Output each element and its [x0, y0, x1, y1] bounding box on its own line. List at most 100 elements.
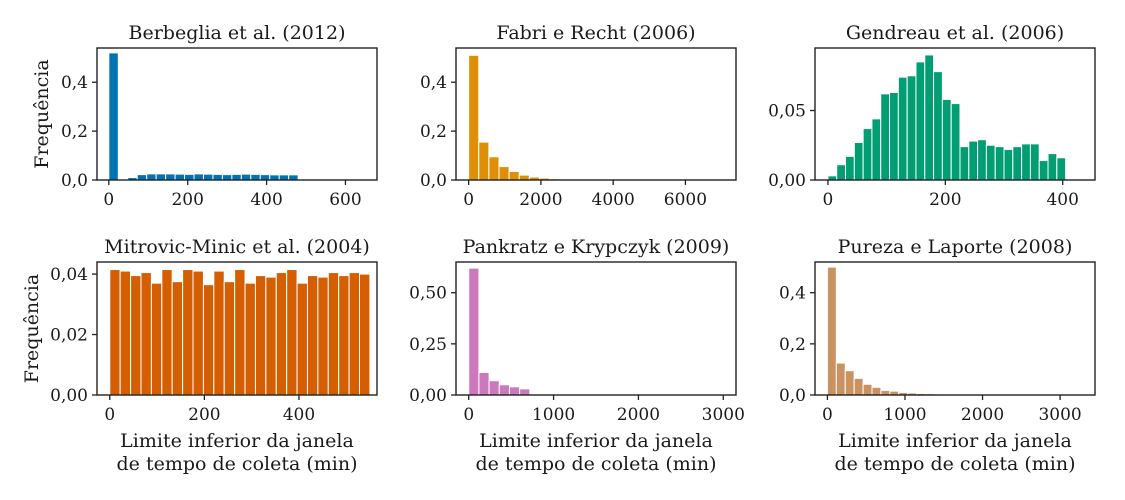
- y-tick-label: 0,00: [768, 171, 806, 191]
- x-axis-label: Limite inferior da janela de tempo de col…: [476, 430, 717, 475]
- y-tick-label: 0,04: [50, 265, 88, 285]
- histogram-bar: [968, 140, 979, 181]
- x-tick-label: 1000: [532, 405, 575, 425]
- histogram-bar: [165, 173, 176, 181]
- histogram-bar: [1047, 153, 1058, 181]
- histogram-bar: [171, 281, 184, 396]
- histogram-bar: [1029, 143, 1040, 181]
- histogram-bar: [119, 270, 132, 396]
- y-tick-label: 0,25: [409, 335, 447, 355]
- histogram-bar: [478, 141, 490, 181]
- y-tick-label: 0,05: [768, 102, 806, 122]
- x-tick-label: 0: [463, 190, 474, 210]
- x-axis-label: Limite inferior da janela de tempo de col…: [117, 430, 358, 475]
- histogram-bar: [140, 272, 152, 396]
- x-axis-label: Limite inferior da janela de tempo de col…: [835, 430, 1076, 475]
- histogram-bar: [213, 270, 225, 396]
- x-tick-label: 2000: [617, 405, 660, 425]
- histogram-bar: [498, 166, 510, 181]
- histogram-bar: [853, 377, 864, 396]
- histogram-bar: [862, 383, 873, 396]
- histogram-bar: [468, 267, 480, 396]
- histogram-bar: [359, 273, 371, 396]
- histogram-bar: [897, 76, 908, 181]
- subplot-title: Gendreau et al. (2006): [846, 22, 1064, 44]
- x-tick-label: 2000: [519, 190, 562, 210]
- x-tick-label: 4000: [592, 190, 635, 210]
- subplot-3: 0 200 400 0,00 0,05 Gendreau et al. (2006): [768, 22, 1096, 210]
- x-tick-label: 0: [822, 405, 833, 425]
- y-tick-label: 0,0: [61, 171, 88, 191]
- histogram-bar: [202, 284, 215, 396]
- y-tick-label: 0,2: [61, 122, 88, 142]
- histogram-bar: [136, 174, 148, 181]
- subplot-2: 0 2000 4000 6000 0,0 0,2 0,4 Fabri e Recht (200…: [420, 22, 737, 210]
- y-tick-label: 0,4: [779, 284, 806, 304]
- y-tick-label: 0,4: [420, 73, 447, 93]
- x-tick-label: 400: [283, 405, 315, 425]
- histogram-bar: [338, 275, 350, 396]
- histogram-bar: [977, 139, 987, 181]
- axes-frame: [814, 261, 1096, 396]
- histogram-bar: [275, 272, 288, 396]
- axes-frame: [455, 261, 737, 396]
- histogram-bar: [212, 173, 223, 181]
- histogram-bar: [278, 174, 290, 181]
- x-tick-label: 200: [171, 190, 203, 210]
- x-tick-label: 0: [103, 190, 114, 210]
- x-tick-label: 3000: [702, 405, 745, 425]
- histogram-bar: [317, 276, 329, 396]
- axes-frame: [96, 47, 378, 181]
- histogram-bar: [826, 266, 837, 396]
- y-tick-label: 0,02: [50, 326, 88, 346]
- histogram-bar: [853, 141, 864, 181]
- histogram-bar: [161, 269, 173, 396]
- subplot-title: Mitrovic-Minic et al. (2004): [104, 236, 370, 258]
- histogram-bar: [150, 282, 163, 396]
- histogram-bar: [244, 282, 256, 396]
- histogram-bar: [508, 170, 520, 181]
- histogram-bar: [146, 173, 157, 181]
- x-tick-label: 200: [188, 405, 220, 425]
- histogram-bar: [862, 128, 873, 181]
- x-tick-label: 2000: [961, 405, 1004, 425]
- histogram-bar: [519, 388, 531, 396]
- histogram-bar: [250, 173, 261, 181]
- y-tick-label: 0,00: [50, 386, 88, 406]
- x-tick-label: 1000: [883, 405, 926, 425]
- histogram-bar: [1056, 157, 1067, 181]
- histogram-bar: [259, 174, 271, 181]
- histogram-bar: [518, 174, 530, 181]
- histogram-bar: [871, 386, 882, 396]
- subplot-4: 0 200 400 0,00 0,02 0,04 Mitrovic-Minic et al.…: [21, 236, 378, 475]
- histogram-bar: [155, 173, 167, 181]
- histogram-bar: [231, 173, 242, 181]
- histogram-bar: [327, 272, 340, 396]
- y-tick-label: 0,2: [779, 335, 806, 355]
- histogram-bar: [265, 276, 277, 396]
- histogram-bar: [182, 269, 194, 396]
- axes-frame: [814, 47, 1096, 181]
- x-tick-label: 200: [929, 190, 961, 210]
- histogram-bar: [288, 174, 299, 181]
- y-axis-label: Frequência: [21, 274, 43, 383]
- histogram-bar: [286, 269, 298, 396]
- y-tick-label: 0,50: [409, 284, 447, 304]
- histogram-bar: [202, 173, 214, 181]
- subplot-1: 0 200 400 600 0,0 0,2 0,4 Berbeglia et al. (201…: [31, 22, 378, 210]
- histogram-bar: [488, 380, 500, 396]
- histogram-bar: [1021, 143, 1031, 181]
- y-tick-label: 0,2: [420, 122, 447, 142]
- histogram-bar: [1012, 146, 1023, 181]
- y-tick-label: 0,4: [61, 73, 88, 93]
- y-tick-label: 0,0: [420, 171, 447, 191]
- histogram-bar: [906, 75, 917, 181]
- histogram-bar: [192, 270, 204, 396]
- x-tick-label: 400: [250, 190, 282, 210]
- histogram-bar: [193, 173, 204, 181]
- subplot-6: 0 1000 2000 3000 0,0 0,2 0,4 Pureza e Laporte (…: [779, 236, 1096, 475]
- x-tick-label: 400: [1046, 190, 1078, 210]
- histogram-bar: [994, 146, 1005, 181]
- histogram-bar: [836, 164, 847, 181]
